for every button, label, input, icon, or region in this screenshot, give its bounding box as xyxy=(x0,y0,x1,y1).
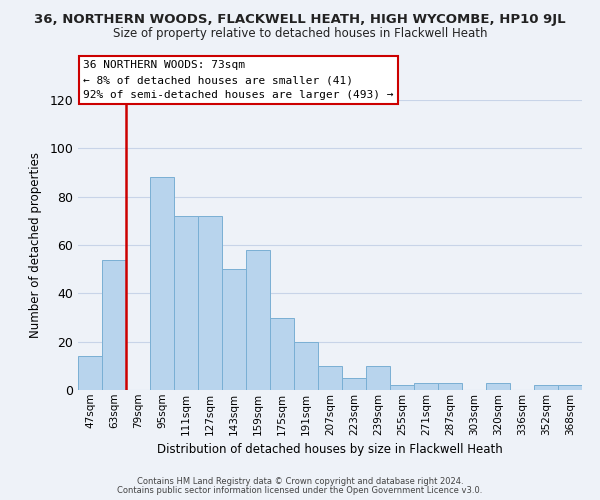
Bar xyxy=(198,216,222,390)
Bar xyxy=(486,383,510,390)
Bar xyxy=(150,178,174,390)
Bar xyxy=(294,342,318,390)
Text: Contains public sector information licensed under the Open Government Licence v3: Contains public sector information licen… xyxy=(118,486,482,495)
Text: 36, NORTHERN WOODS, FLACKWELL HEATH, HIGH WYCOMBE, HP10 9JL: 36, NORTHERN WOODS, FLACKWELL HEATH, HIG… xyxy=(34,12,566,26)
Bar xyxy=(246,250,270,390)
Bar xyxy=(342,378,366,390)
Bar xyxy=(414,383,438,390)
Bar xyxy=(438,383,462,390)
Bar xyxy=(102,260,126,390)
Bar xyxy=(558,385,582,390)
Bar xyxy=(534,385,558,390)
Text: 36 NORTHERN WOODS: 73sqm
← 8% of detached houses are smaller (41)
92% of semi-de: 36 NORTHERN WOODS: 73sqm ← 8% of detache… xyxy=(83,60,394,100)
Bar xyxy=(390,385,414,390)
Bar xyxy=(270,318,294,390)
Y-axis label: Number of detached properties: Number of detached properties xyxy=(29,152,43,338)
Bar xyxy=(174,216,198,390)
Text: Size of property relative to detached houses in Flackwell Heath: Size of property relative to detached ho… xyxy=(113,28,487,40)
Bar xyxy=(222,269,246,390)
Text: Contains HM Land Registry data © Crown copyright and database right 2024.: Contains HM Land Registry data © Crown c… xyxy=(137,477,463,486)
Bar xyxy=(318,366,342,390)
X-axis label: Distribution of detached houses by size in Flackwell Heath: Distribution of detached houses by size … xyxy=(157,443,503,456)
Bar xyxy=(366,366,390,390)
Bar xyxy=(78,356,102,390)
